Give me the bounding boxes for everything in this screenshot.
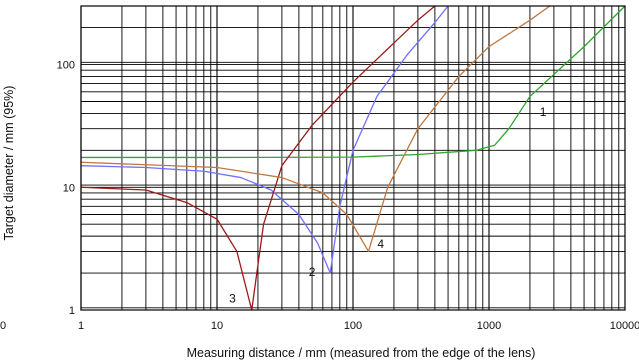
curve-label-1: 1 bbox=[540, 105, 547, 119]
series-1-line bbox=[81, 5, 626, 159]
curve-label-4: 4 bbox=[377, 237, 384, 251]
curve-label-3: 3 bbox=[229, 292, 236, 306]
y-tick-label: 10 bbox=[63, 182, 75, 194]
series-group bbox=[80, 5, 626, 311]
series-3-line bbox=[80, 5, 436, 311]
x-tick-label: 10 bbox=[211, 320, 223, 332]
y-tick-labels: 1 10 100 bbox=[57, 60, 75, 317]
x-tick-label: 1000 bbox=[477, 320, 501, 332]
grid bbox=[80, 5, 625, 311]
curve-label-2: 2 bbox=[309, 265, 316, 279]
series-4-line bbox=[80, 5, 551, 253]
y-tick-label: 100 bbox=[57, 60, 75, 72]
plot-frame bbox=[80, 5, 626, 311]
origin-label: 0 bbox=[0, 320, 6, 332]
y-axis-label: Target diameter / mm (95%) bbox=[2, 86, 16, 241]
y-tick-label: 1 bbox=[69, 305, 75, 317]
x-axis-label: Measuring distance / mm (measured from t… bbox=[187, 346, 536, 360]
x-tick-labels: 1 10 100 1000 10000 bbox=[78, 320, 639, 332]
series-annotations: 1 2 3 4 bbox=[229, 105, 547, 305]
x-tick-label: 100 bbox=[344, 320, 362, 332]
x-tick-label: 1 bbox=[78, 320, 84, 332]
series-2-line bbox=[80, 5, 449, 274]
x-tick-label: 10000 bbox=[610, 320, 639, 332]
